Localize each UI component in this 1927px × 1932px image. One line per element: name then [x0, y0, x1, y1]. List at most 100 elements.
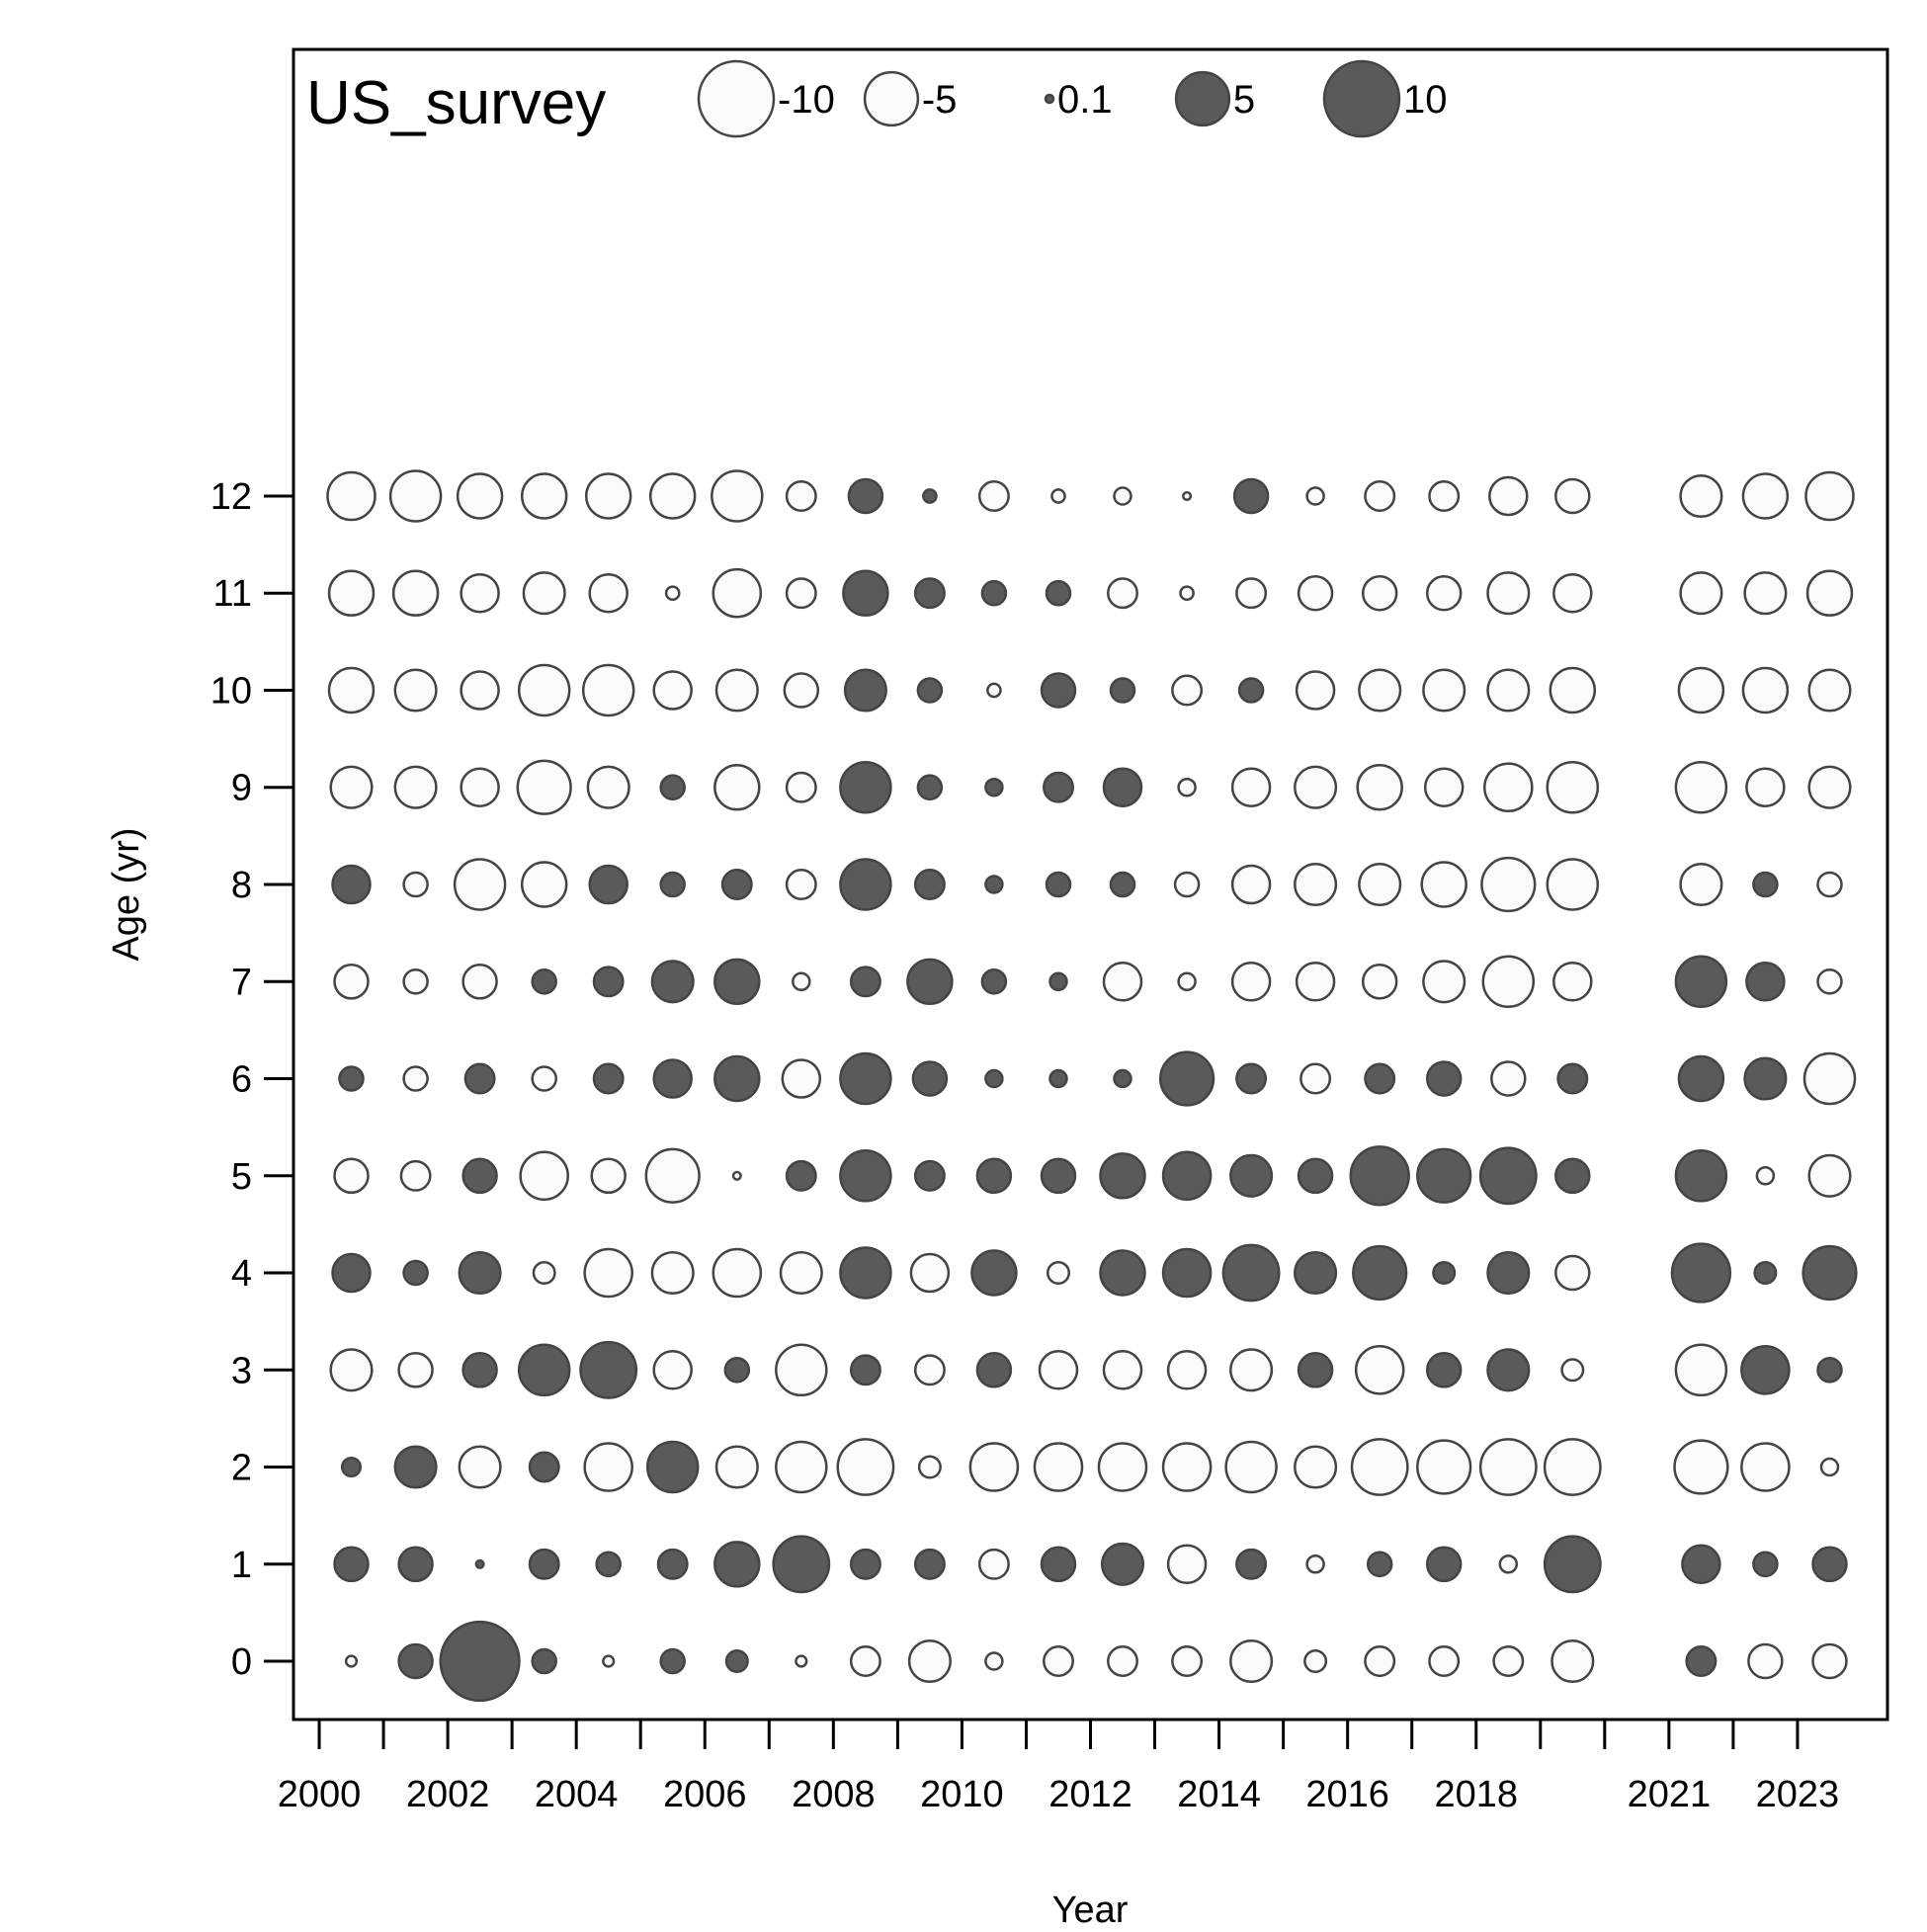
bubble-point [1674, 1343, 1728, 1397]
bubble-point [984, 777, 1004, 798]
bubble-point [1040, 1157, 1077, 1195]
bubble-point [1048, 971, 1068, 992]
bubble-point [847, 477, 884, 515]
legend-label: -10 [778, 78, 835, 122]
legend-symbol [1044, 93, 1055, 105]
bubble-point [1556, 1062, 1589, 1095]
bubble-point [516, 759, 572, 815]
bubble-point [652, 670, 693, 711]
bubble-point [1805, 569, 1854, 617]
bubble-point [588, 864, 628, 905]
bubbles-layer [326, 469, 1858, 1703]
bubble-point [461, 964, 498, 1000]
bubble-point [1229, 1153, 1274, 1198]
bubble-point [1230, 962, 1272, 1002]
legend-symbol [863, 70, 920, 127]
bubble-point [1543, 1535, 1602, 1594]
bubble-point [1173, 871, 1201, 898]
panel-title: US_survey [306, 69, 606, 137]
bubble-point [779, 1250, 823, 1296]
bubble-point [839, 858, 892, 911]
bubble-point [531, 1065, 557, 1092]
bubble-point [397, 1546, 434, 1583]
bubble-point [977, 480, 1010, 512]
bubble-point [584, 472, 632, 520]
bubble-point [1109, 677, 1136, 704]
bubble-point [1107, 577, 1138, 610]
bubble-point [913, 869, 946, 900]
bubble-point [439, 1620, 521, 1703]
bubble-point [839, 1246, 892, 1300]
bubble-point [1685, 1645, 1718, 1677]
bubble-point [652, 1058, 693, 1099]
bubble-point [458, 1445, 502, 1489]
y-tick-label: 10 [210, 670, 252, 712]
bubble-point [1361, 574, 1398, 612]
y-tick-label: 12 [210, 476, 252, 518]
bubble-point [1229, 1638, 1274, 1684]
y-tick-label: 4 [231, 1253, 252, 1295]
bubble-point [1801, 1244, 1858, 1302]
bubble-point [1807, 668, 1852, 713]
bubble-point [1102, 767, 1143, 807]
bubble-point [344, 1654, 359, 1668]
bubble-point [656, 1548, 689, 1580]
legend-label: -5 [922, 78, 958, 122]
bubble-point [713, 1054, 761, 1103]
x-tick-label: 2016 [1305, 1774, 1389, 1815]
bubble-point [1358, 862, 1402, 907]
bubble-point [772, 1535, 831, 1594]
bubble-point [333, 1546, 370, 1583]
bubble-point [331, 1252, 372, 1294]
x-tick-label: 2006 [663, 1774, 747, 1815]
bubble-point [1297, 574, 1334, 612]
bubble-point [714, 668, 759, 713]
legend-symbol [1322, 59, 1401, 138]
x-axis-label: Year [1052, 1890, 1129, 1927]
bubble-point [1486, 571, 1531, 616]
bubble-point [1364, 480, 1396, 512]
bubble-point [520, 472, 568, 520]
bubble-point [1674, 955, 1728, 1009]
bubble-point [1352, 1244, 1408, 1302]
bubble-point [1674, 760, 1728, 814]
bubble-point [1816, 968, 1843, 995]
bubble-point [1113, 1068, 1132, 1089]
bubble-point [1045, 871, 1072, 898]
x-tick-label: 2010 [920, 1774, 1004, 1815]
bubble-point [1422, 668, 1466, 713]
bubble-point [980, 579, 1008, 607]
bubble-point [327, 569, 376, 617]
bubble-point [913, 577, 946, 610]
bubble-point [1740, 1345, 1791, 1395]
bubble-point [1364, 1645, 1396, 1677]
bubble-point [1679, 571, 1723, 616]
legend-label: 5 [1233, 78, 1255, 122]
bubble-point [1486, 1348, 1531, 1392]
bubble-point [839, 1149, 892, 1203]
bubble-point [659, 774, 686, 800]
bubble-point [1486, 1250, 1531, 1296]
bubble-point [338, 1065, 365, 1092]
bubble-point [1033, 1442, 1084, 1492]
x-tick-label: 2000 [278, 1774, 362, 1815]
bubble-point [1297, 1157, 1334, 1195]
bubble-point [1048, 1068, 1068, 1089]
bubble-point [1107, 1645, 1138, 1677]
bubble-point [922, 488, 938, 504]
bubble-point [1295, 962, 1336, 1002]
bubble-point [1811, 1642, 1848, 1680]
bubble-point [1425, 1546, 1463, 1583]
bubble-point [1546, 858, 1600, 911]
bubble-point [391, 569, 440, 617]
bubble-point [1229, 1348, 1274, 1392]
bubble-point [1416, 1147, 1472, 1204]
x-tick-label: 2002 [406, 1774, 490, 1815]
bubble-point [1235, 1062, 1268, 1095]
bubble-point [1366, 1551, 1393, 1578]
bubble-point [1492, 1645, 1525, 1677]
y-tick-label: 9 [231, 768, 252, 809]
bubble-point [1741, 666, 1790, 714]
bubble-point [1422, 960, 1466, 1004]
